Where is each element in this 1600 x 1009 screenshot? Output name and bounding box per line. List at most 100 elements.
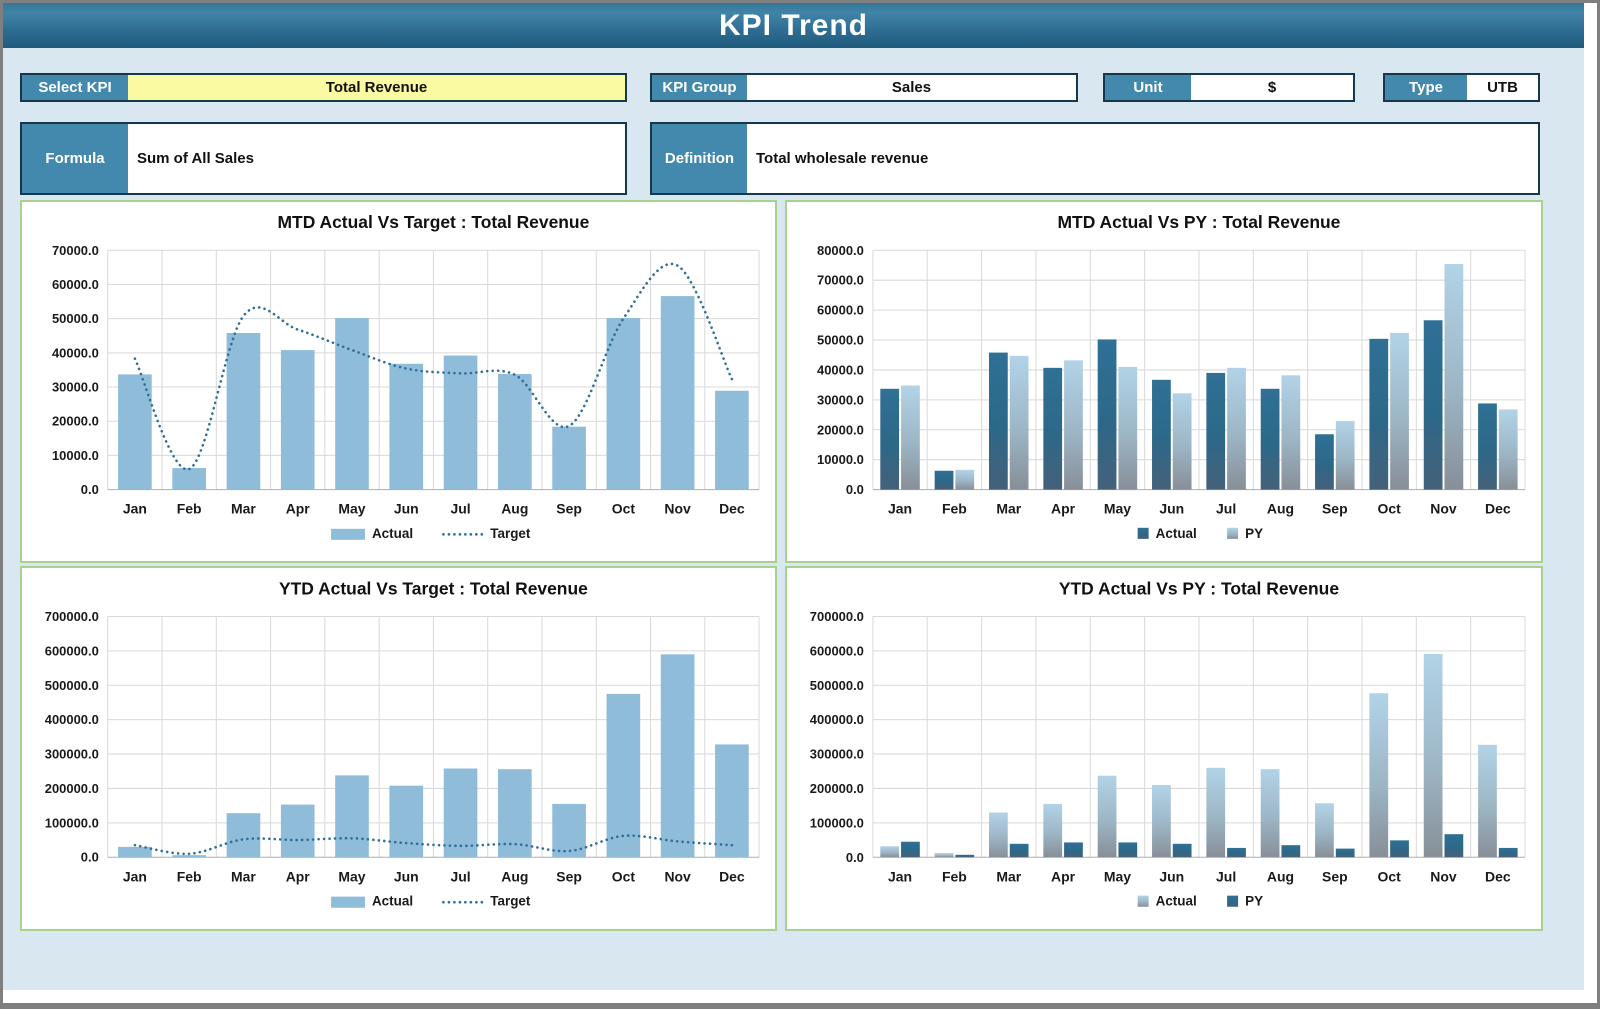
svg-text:Actual: Actual xyxy=(1156,526,1197,541)
svg-text:Aug: Aug xyxy=(501,501,528,517)
select-kpi-field: Select KPI Total Revenue xyxy=(20,73,627,102)
svg-text:10000.0: 10000.0 xyxy=(817,452,864,467)
svg-text:Sep: Sep xyxy=(556,501,582,517)
svg-text:50000.0: 50000.0 xyxy=(817,333,864,348)
svg-text:700000.0: 700000.0 xyxy=(810,609,864,624)
svg-text:May: May xyxy=(338,868,365,884)
svg-text:Apr: Apr xyxy=(286,868,311,884)
kpi-group-value: Sales xyxy=(747,75,1076,100)
svg-text:600000.0: 600000.0 xyxy=(45,643,99,658)
svg-text:May: May xyxy=(1104,868,1131,884)
svg-text:Target: Target xyxy=(490,894,531,909)
svg-text:40000.0: 40000.0 xyxy=(52,345,99,360)
svg-text:Sep: Sep xyxy=(1322,868,1348,884)
svg-text:Oct: Oct xyxy=(1378,868,1402,884)
svg-text:Target: Target xyxy=(490,526,531,541)
svg-text:Aug: Aug xyxy=(1267,868,1294,884)
chart-panel-mtd-actual-vs-target: MTD Actual Vs Target : Total Revenue 0.0 1… xyxy=(20,200,777,563)
select-kpi-label: Select KPI xyxy=(22,75,128,100)
chart-panel-mtd-actual-vs-py: MTD Actual Vs PY : Total Revenue 0.0 10000… xyxy=(785,200,1543,563)
definition-label: Definition xyxy=(652,124,747,193)
svg-text:300000.0: 300000.0 xyxy=(45,747,99,762)
svg-text:700000.0: 700000.0 xyxy=(45,609,99,624)
svg-text:70000.0: 70000.0 xyxy=(52,243,99,258)
svg-text:Dec: Dec xyxy=(719,501,745,517)
type-label: Type xyxy=(1385,75,1467,100)
svg-text:40000.0: 40000.0 xyxy=(817,362,864,377)
svg-text:Jul: Jul xyxy=(1216,501,1236,517)
svg-text:Jul: Jul xyxy=(450,501,470,517)
svg-text:Mar: Mar xyxy=(996,868,1021,884)
svg-text:200000.0: 200000.0 xyxy=(45,781,99,796)
svg-text:Jan: Jan xyxy=(888,501,912,517)
type-field: Type UTB xyxy=(1383,73,1540,102)
select-kpi-value[interactable]: Total Revenue xyxy=(128,75,625,100)
svg-text:0.0: 0.0 xyxy=(846,482,864,497)
svg-text:50000.0: 50000.0 xyxy=(52,311,99,326)
svg-text:70000.0: 70000.0 xyxy=(817,273,864,288)
svg-text:100000.0: 100000.0 xyxy=(810,815,864,830)
svg-text:Nov: Nov xyxy=(664,501,691,517)
chart-panel-ytd-actual-vs-target: YTD Actual Vs Target : Total Revenue 0.0 1… xyxy=(20,566,777,931)
svg-text:30000.0: 30000.0 xyxy=(52,380,99,395)
svg-text:Feb: Feb xyxy=(942,501,967,517)
svg-text:YTD Actual Vs PY : Total Reven: YTD Actual Vs PY : Total Revenue xyxy=(1059,578,1339,598)
svg-text:MTD Actual Vs PY : Total Reven: MTD Actual Vs PY : Total Revenue xyxy=(1058,212,1341,232)
svg-text:Sep: Sep xyxy=(556,868,582,884)
svg-text:Actual: Actual xyxy=(1156,894,1197,909)
worksheet: KPI Trend Select KPI Total Revenue KPI G… xyxy=(3,3,1584,990)
svg-text:Jan: Jan xyxy=(123,501,147,517)
unit-value: $ xyxy=(1191,75,1353,100)
svg-text:Dec: Dec xyxy=(1485,868,1511,884)
svg-text:Sep: Sep xyxy=(1322,501,1348,517)
svg-text:Actual: Actual xyxy=(372,894,413,909)
svg-text:Feb: Feb xyxy=(177,501,202,517)
svg-text:Mar: Mar xyxy=(996,501,1021,517)
svg-text:0.0: 0.0 xyxy=(81,850,99,865)
kpi-group-field: KPI Group Sales xyxy=(650,73,1078,102)
svg-text:0.0: 0.0 xyxy=(846,850,864,865)
dashboard-header: KPI Trend xyxy=(3,3,1584,48)
svg-text:Nov: Nov xyxy=(664,868,691,884)
svg-text:300000.0: 300000.0 xyxy=(810,747,864,762)
svg-text:200000.0: 200000.0 xyxy=(810,781,864,796)
svg-text:Nov: Nov xyxy=(1430,501,1457,517)
type-value: UTB xyxy=(1467,75,1538,100)
svg-text:600000.0: 600000.0 xyxy=(810,643,864,658)
svg-text:Feb: Feb xyxy=(177,868,202,884)
svg-text:Mar: Mar xyxy=(231,868,256,884)
svg-text:May: May xyxy=(1104,501,1131,517)
svg-text:PY: PY xyxy=(1245,894,1263,909)
definition-field: Definition Total wholesale revenue xyxy=(650,122,1540,195)
svg-text:500000.0: 500000.0 xyxy=(810,678,864,693)
svg-text:Jun: Jun xyxy=(1159,868,1184,884)
svg-text:YTD Actual Vs Target : Total R: YTD Actual Vs Target : Total Revenue xyxy=(279,578,588,598)
svg-text:30000.0: 30000.0 xyxy=(817,392,864,407)
formula-value: Sum of All Sales xyxy=(128,124,625,193)
svg-text:Actual: Actual xyxy=(372,526,413,541)
svg-text:Jun: Jun xyxy=(1159,501,1184,517)
svg-text:Oct: Oct xyxy=(612,868,636,884)
svg-text:Aug: Aug xyxy=(501,868,528,884)
svg-text:Dec: Dec xyxy=(719,868,745,884)
svg-text:Jun: Jun xyxy=(394,868,419,884)
svg-text:Jan: Jan xyxy=(888,868,912,884)
svg-text:100000.0: 100000.0 xyxy=(45,815,99,830)
chart-ytd-actual-vs-py: YTD Actual Vs PY : Total Revenue 0.0 10000… xyxy=(810,578,1526,909)
page-title: KPI Trend xyxy=(718,8,869,42)
svg-text:Apr: Apr xyxy=(286,501,311,517)
svg-text:MTD Actual Vs Target : Total R: MTD Actual Vs Target : Total Revenue xyxy=(278,212,590,232)
svg-text:Mar: Mar xyxy=(231,501,256,517)
svg-text:Dec: Dec xyxy=(1485,501,1511,517)
svg-text:500000.0: 500000.0 xyxy=(45,678,99,693)
svg-text:May: May xyxy=(338,501,365,517)
formula-field: Formula Sum of All Sales xyxy=(20,122,627,195)
svg-text:20000.0: 20000.0 xyxy=(817,422,864,437)
svg-text:Oct: Oct xyxy=(1378,501,1402,517)
definition-value: Total wholesale revenue xyxy=(747,124,1538,193)
svg-text:Jun: Jun xyxy=(394,501,419,517)
unit-field: Unit $ xyxy=(1103,73,1355,102)
svg-text:PY: PY xyxy=(1245,526,1263,541)
kpi-group-label: KPI Group xyxy=(652,75,747,100)
